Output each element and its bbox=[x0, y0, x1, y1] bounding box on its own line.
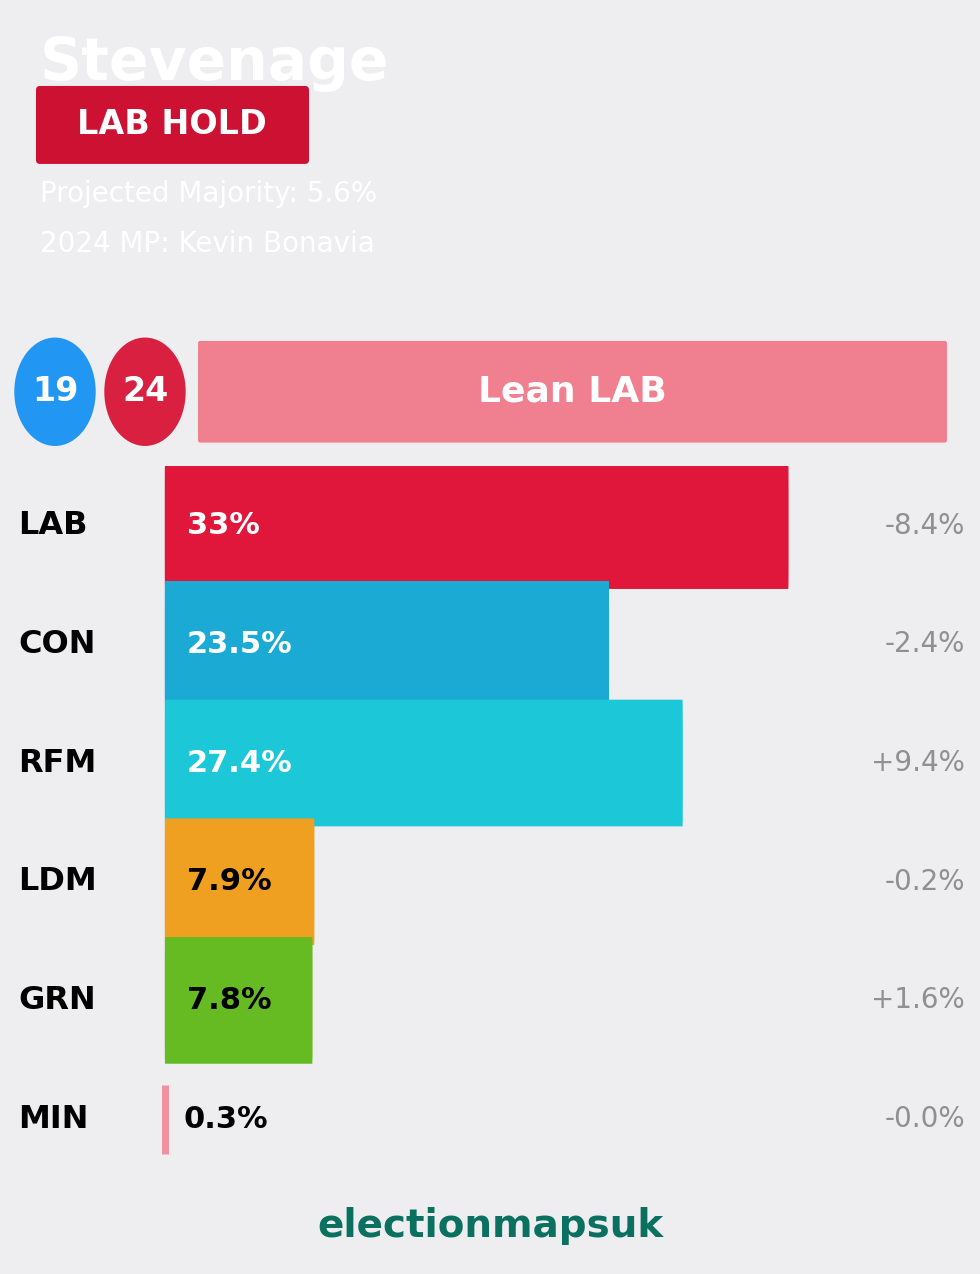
Text: -0.0%: -0.0% bbox=[884, 1105, 965, 1133]
Text: electionmapsuk: electionmapsuk bbox=[317, 1208, 663, 1245]
Text: -2.4%: -2.4% bbox=[885, 631, 965, 659]
FancyBboxPatch shape bbox=[165, 818, 315, 945]
Text: 7.9%: 7.9% bbox=[187, 868, 271, 896]
Circle shape bbox=[105, 338, 185, 446]
Text: -8.4%: -8.4% bbox=[885, 512, 965, 540]
Text: +1.6%: +1.6% bbox=[871, 986, 965, 1014]
Text: Stevenage: Stevenage bbox=[40, 34, 389, 92]
Text: CON: CON bbox=[18, 629, 95, 660]
Text: Projected Majority: 5.6%: Projected Majority: 5.6% bbox=[40, 180, 377, 208]
FancyBboxPatch shape bbox=[198, 341, 947, 442]
Text: GRN: GRN bbox=[18, 985, 96, 1015]
Text: LAB: LAB bbox=[18, 510, 87, 541]
Text: MIN: MIN bbox=[18, 1103, 88, 1135]
Text: RFM: RFM bbox=[18, 748, 96, 778]
FancyBboxPatch shape bbox=[36, 85, 309, 164]
Text: LAB HOLD: LAB HOLD bbox=[77, 108, 267, 141]
Text: 7.8%: 7.8% bbox=[187, 986, 271, 1015]
Text: Lean LAB: Lean LAB bbox=[477, 375, 666, 409]
FancyBboxPatch shape bbox=[165, 462, 789, 589]
FancyBboxPatch shape bbox=[165, 581, 610, 707]
Text: LDM: LDM bbox=[18, 866, 97, 897]
Text: 24: 24 bbox=[122, 376, 169, 408]
Text: 0.3%: 0.3% bbox=[183, 1105, 268, 1134]
Text: -0.2%: -0.2% bbox=[885, 868, 965, 896]
Circle shape bbox=[15, 338, 95, 446]
FancyBboxPatch shape bbox=[165, 938, 313, 1064]
Text: +9.4%: +9.4% bbox=[871, 749, 965, 777]
Text: 2024 MP: Kevin Bonavia: 2024 MP: Kevin Bonavia bbox=[40, 229, 374, 257]
FancyBboxPatch shape bbox=[165, 699, 683, 827]
Text: 19: 19 bbox=[31, 376, 78, 408]
Text: 27.4%: 27.4% bbox=[187, 749, 293, 777]
Text: 33%: 33% bbox=[187, 511, 260, 540]
Text: 23.5%: 23.5% bbox=[187, 629, 293, 659]
